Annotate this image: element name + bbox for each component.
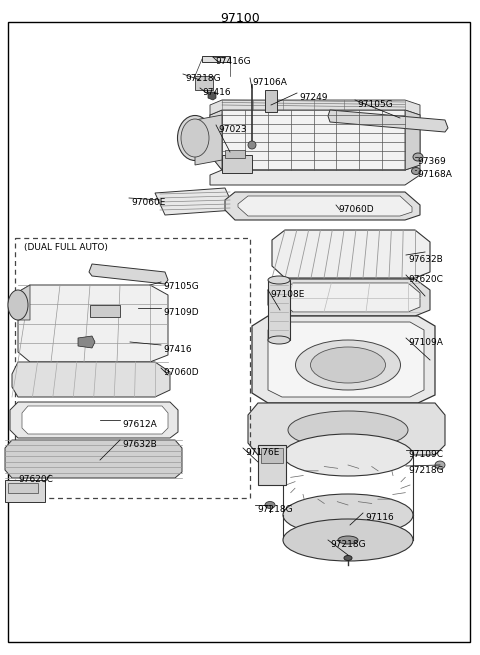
Text: 97620C: 97620C xyxy=(408,275,443,284)
Polygon shape xyxy=(5,440,182,478)
Polygon shape xyxy=(268,279,430,316)
Bar xyxy=(258,445,286,485)
Polygon shape xyxy=(238,196,412,216)
Ellipse shape xyxy=(283,494,413,536)
Text: 97218G: 97218G xyxy=(185,74,221,83)
Text: 97106A: 97106A xyxy=(252,78,287,87)
Polygon shape xyxy=(18,285,30,320)
Ellipse shape xyxy=(178,115,213,160)
Text: 97218G: 97218G xyxy=(330,540,366,549)
Text: 97168A: 97168A xyxy=(417,170,452,179)
Polygon shape xyxy=(210,110,222,170)
Ellipse shape xyxy=(435,461,445,469)
Polygon shape xyxy=(210,110,420,170)
Polygon shape xyxy=(155,188,235,215)
Bar xyxy=(225,150,245,158)
Text: 97416G: 97416G xyxy=(215,57,251,66)
Polygon shape xyxy=(210,165,420,185)
Polygon shape xyxy=(195,115,222,165)
Polygon shape xyxy=(18,285,168,362)
Text: 97109C: 97109C xyxy=(408,450,443,459)
Ellipse shape xyxy=(268,336,290,344)
Text: 97176E: 97176E xyxy=(245,448,279,457)
Text: 97218G: 97218G xyxy=(408,466,444,475)
Bar xyxy=(222,155,252,173)
Ellipse shape xyxy=(265,502,275,508)
Text: 97105G: 97105G xyxy=(163,282,199,291)
Ellipse shape xyxy=(248,141,256,149)
Ellipse shape xyxy=(411,168,420,174)
Bar xyxy=(5,480,45,502)
Text: 97416: 97416 xyxy=(163,345,192,354)
Bar xyxy=(261,448,283,463)
Ellipse shape xyxy=(268,276,290,284)
Text: 97100: 97100 xyxy=(220,12,260,25)
Polygon shape xyxy=(272,230,430,278)
Ellipse shape xyxy=(181,119,209,157)
Text: 97105G: 97105G xyxy=(357,100,393,109)
Text: (DUAL FULL AUTO): (DUAL FULL AUTO) xyxy=(24,243,108,252)
Bar xyxy=(90,305,120,317)
Polygon shape xyxy=(12,362,170,397)
Ellipse shape xyxy=(288,411,408,449)
Text: 97116: 97116 xyxy=(365,513,394,522)
Text: 97612A: 97612A xyxy=(122,420,157,429)
Text: 97109A: 97109A xyxy=(408,338,443,347)
Text: 97369: 97369 xyxy=(417,157,446,166)
Ellipse shape xyxy=(413,153,423,161)
Polygon shape xyxy=(22,406,168,434)
Text: 97060D: 97060D xyxy=(338,205,373,214)
Polygon shape xyxy=(78,336,95,348)
Polygon shape xyxy=(202,56,230,62)
Text: 97632B: 97632B xyxy=(408,255,443,264)
Polygon shape xyxy=(268,322,424,397)
Ellipse shape xyxy=(283,519,413,561)
Text: 97249: 97249 xyxy=(299,93,327,102)
Polygon shape xyxy=(210,100,420,115)
Polygon shape xyxy=(208,92,216,100)
Polygon shape xyxy=(282,283,420,312)
Text: 97109D: 97109D xyxy=(163,308,199,317)
Polygon shape xyxy=(10,402,178,438)
Ellipse shape xyxy=(8,290,28,320)
Bar xyxy=(265,90,277,112)
Bar xyxy=(8,483,38,493)
Bar xyxy=(15,238,250,498)
Ellipse shape xyxy=(283,434,413,476)
Ellipse shape xyxy=(338,536,358,544)
Text: 97632B: 97632B xyxy=(122,440,157,449)
Ellipse shape xyxy=(344,555,352,561)
Bar xyxy=(268,280,290,340)
Text: 97218G: 97218G xyxy=(257,505,293,514)
Bar xyxy=(195,76,213,90)
Polygon shape xyxy=(328,110,448,132)
Polygon shape xyxy=(225,192,420,220)
Polygon shape xyxy=(252,316,435,403)
Text: 97620C: 97620C xyxy=(18,475,53,484)
Ellipse shape xyxy=(296,340,400,390)
Text: 97108E: 97108E xyxy=(270,290,304,299)
Polygon shape xyxy=(248,403,445,455)
Ellipse shape xyxy=(311,347,385,383)
Text: 97023: 97023 xyxy=(218,125,247,134)
Text: 97060E: 97060E xyxy=(131,198,166,207)
Text: 97060D: 97060D xyxy=(163,368,199,377)
Polygon shape xyxy=(89,264,168,284)
Polygon shape xyxy=(405,110,420,170)
Text: 97416: 97416 xyxy=(202,88,230,97)
